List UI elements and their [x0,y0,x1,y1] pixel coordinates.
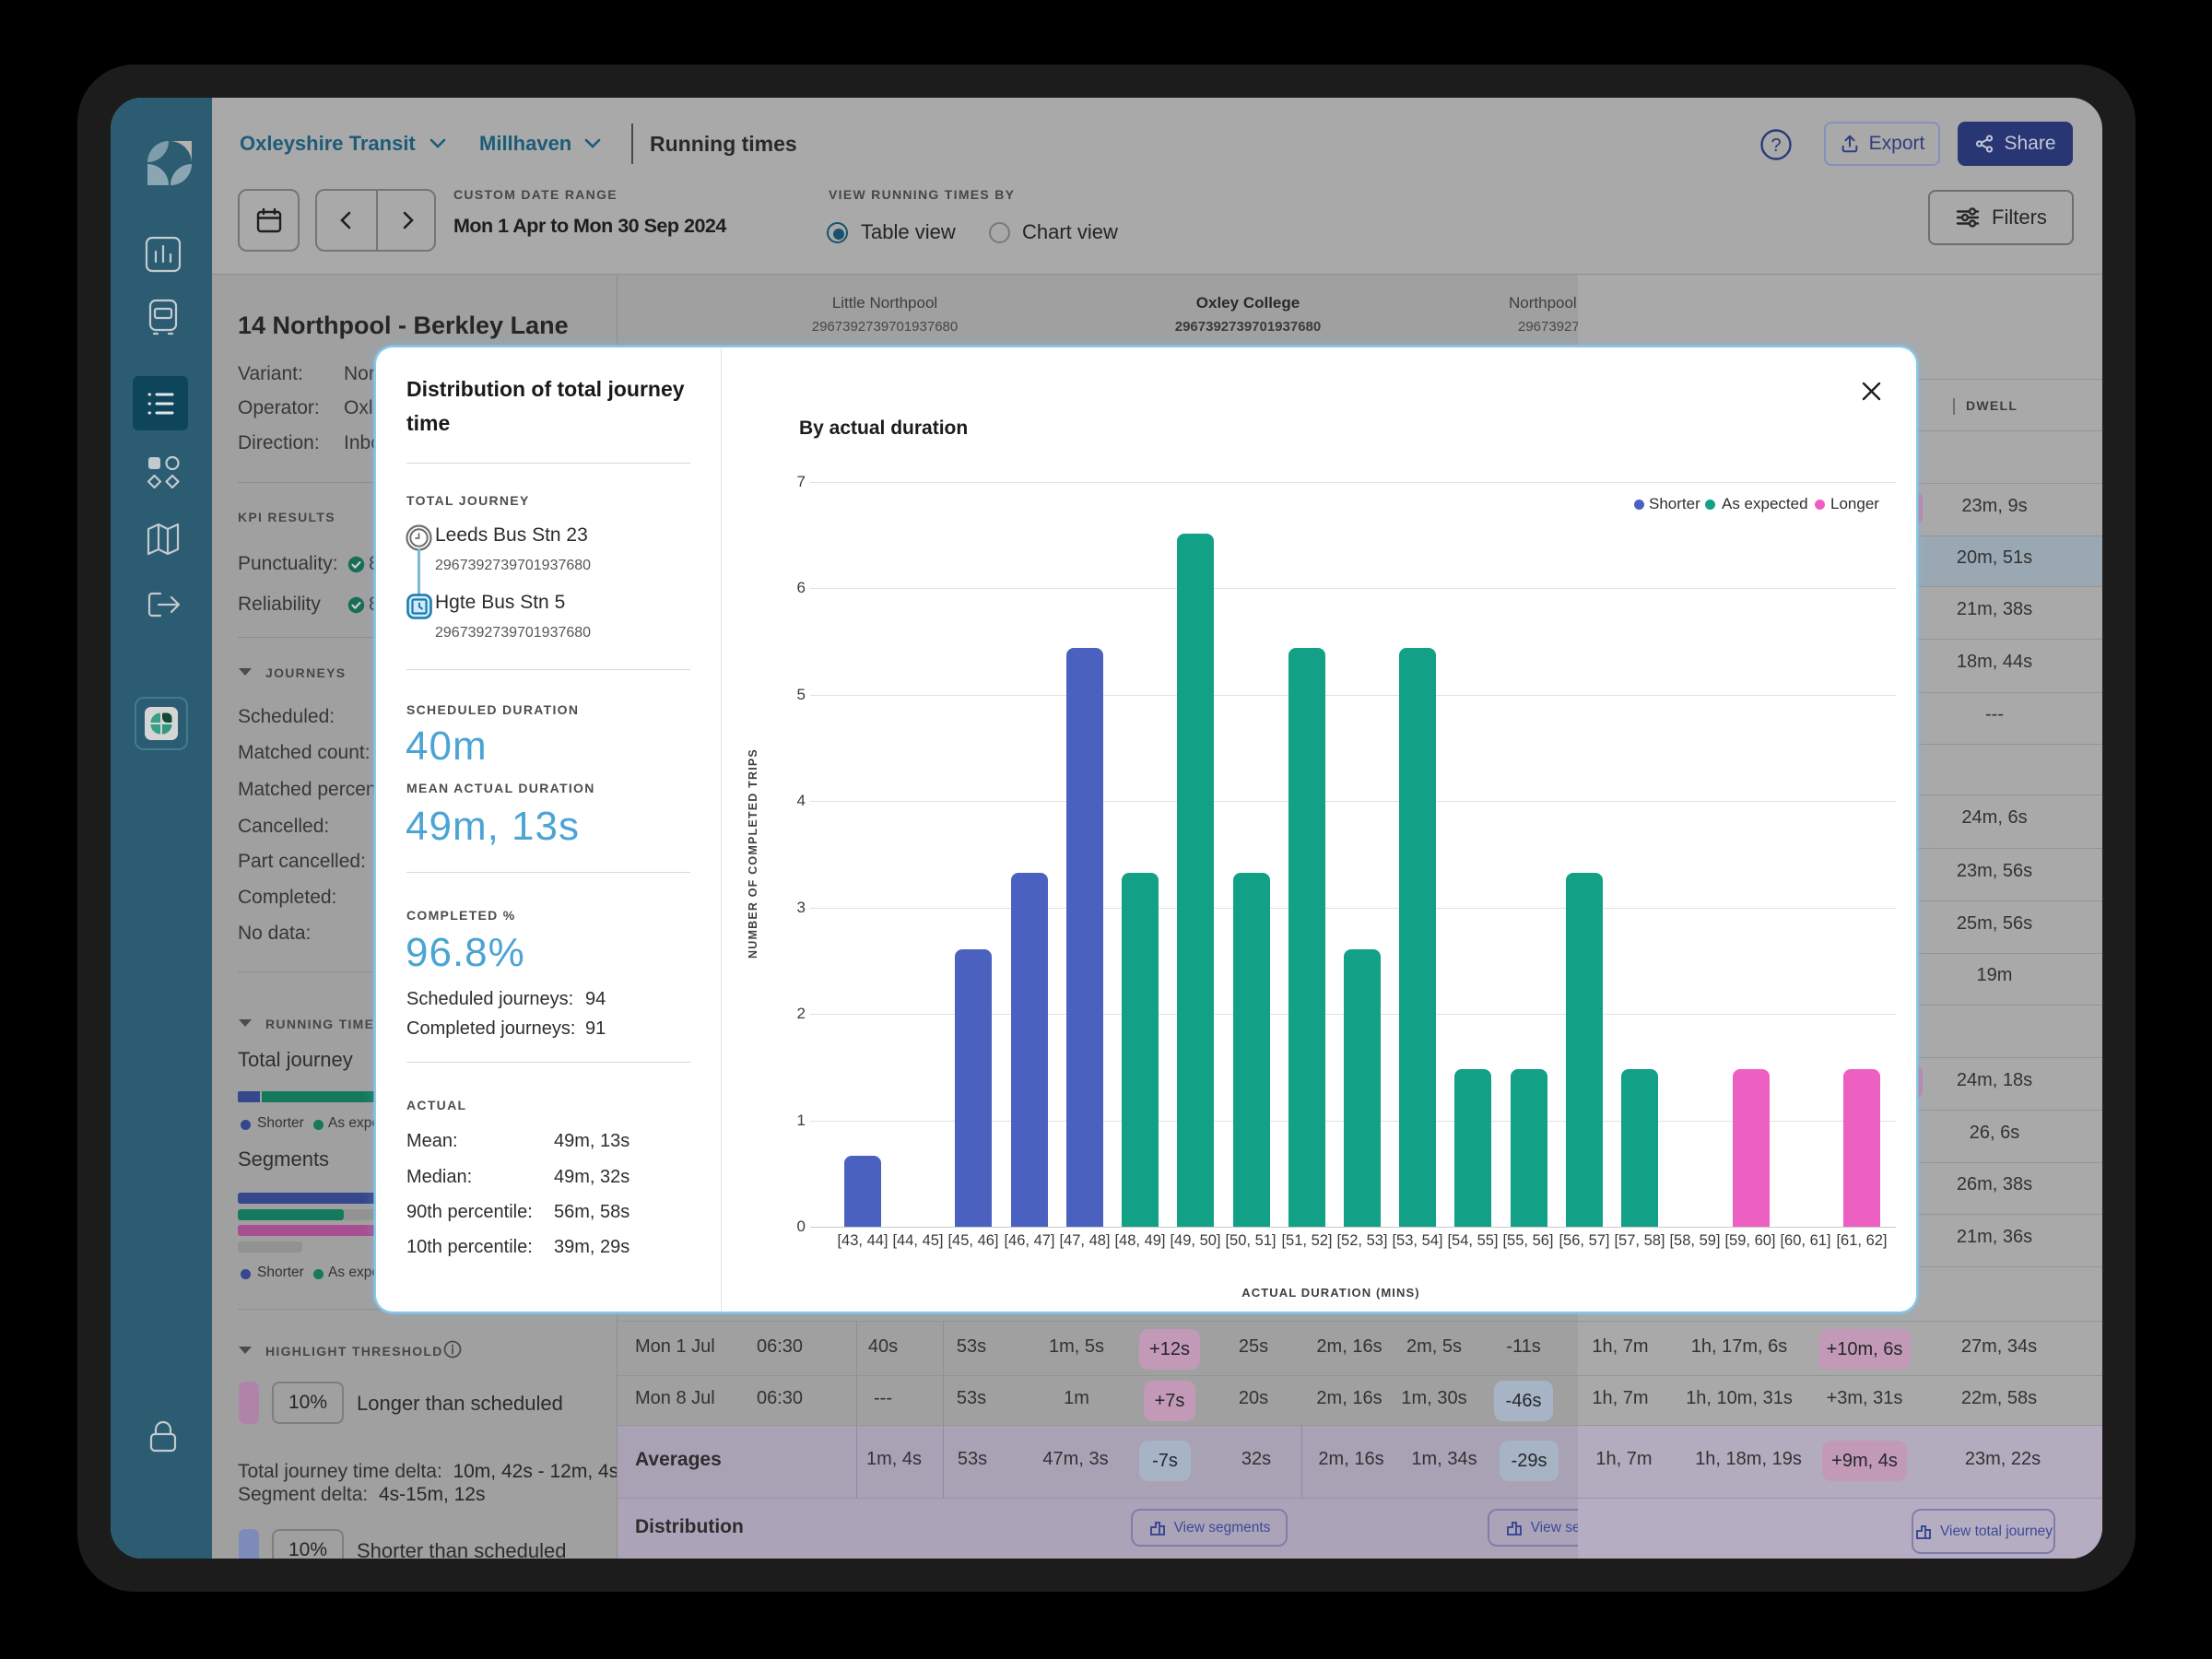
svg-text:?: ? [1771,135,1781,156]
